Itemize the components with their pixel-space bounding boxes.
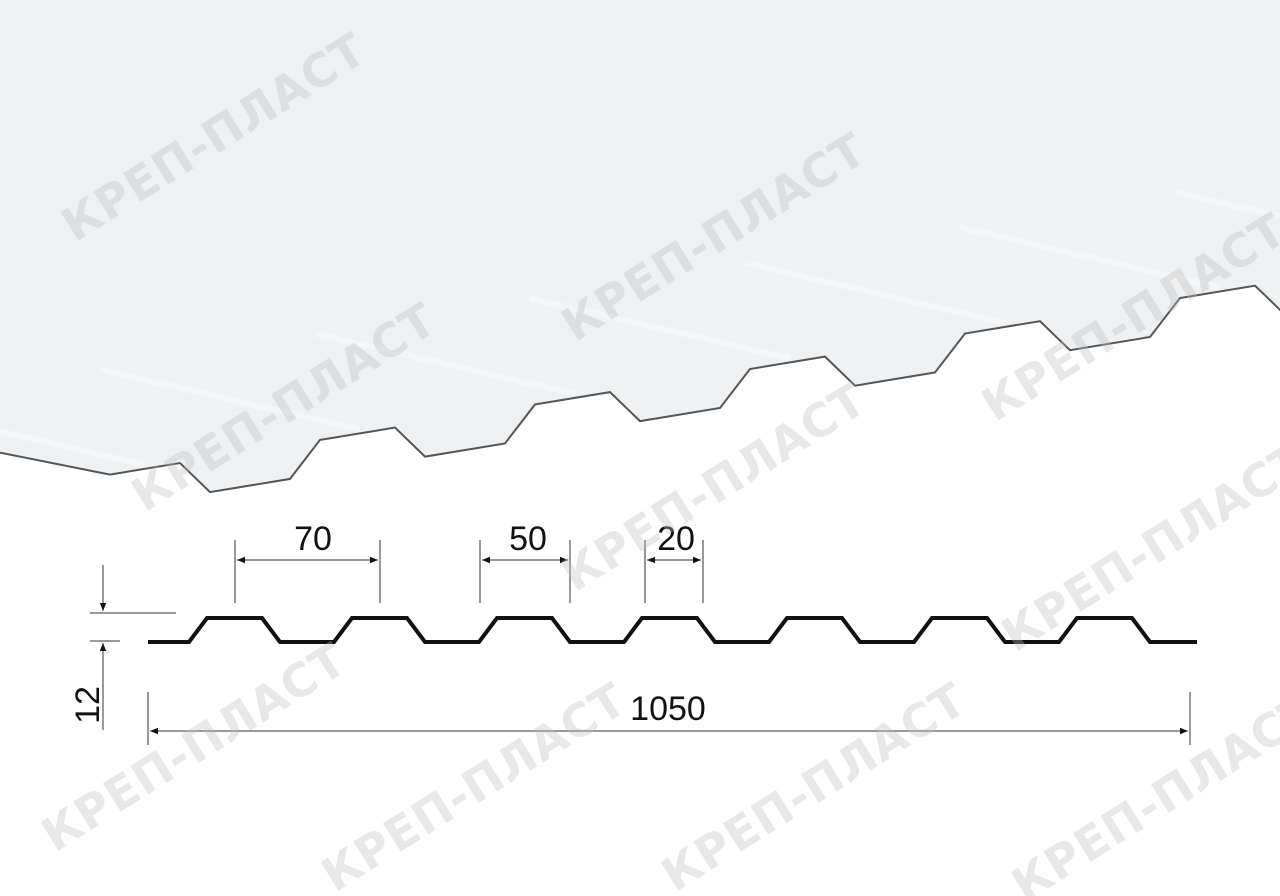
pitch-label: 70 xyxy=(294,520,332,558)
top-width-label: 20 xyxy=(657,520,695,558)
sheet-ridge-highlight xyxy=(529,295,791,362)
dimension-width: 1050 xyxy=(147,690,1191,745)
bottom-width-label: 50 xyxy=(509,520,547,558)
dimension-bottom: 50 xyxy=(479,520,571,603)
sheet-ridge-highlight xyxy=(959,224,1221,291)
sheet-clear xyxy=(0,0,1280,494)
sheet-ridge-highlight xyxy=(99,366,361,433)
sheet-ridge-highlight xyxy=(0,428,146,468)
sheet-ridge-highlight xyxy=(314,330,576,397)
dimension-height: 12 xyxy=(69,565,176,730)
corrugated-sheets-illustration xyxy=(0,0,1280,494)
sheet-ridge-highlight xyxy=(1174,189,1280,220)
sheet-ridge-highlight xyxy=(744,260,1006,326)
dimension-pitch: 70 xyxy=(234,520,381,603)
dimension-top: 20 xyxy=(644,520,704,603)
total-width-label: 1050 xyxy=(630,690,706,728)
height-label: 12 xyxy=(69,686,107,724)
sheet-profile-line xyxy=(148,616,1197,644)
